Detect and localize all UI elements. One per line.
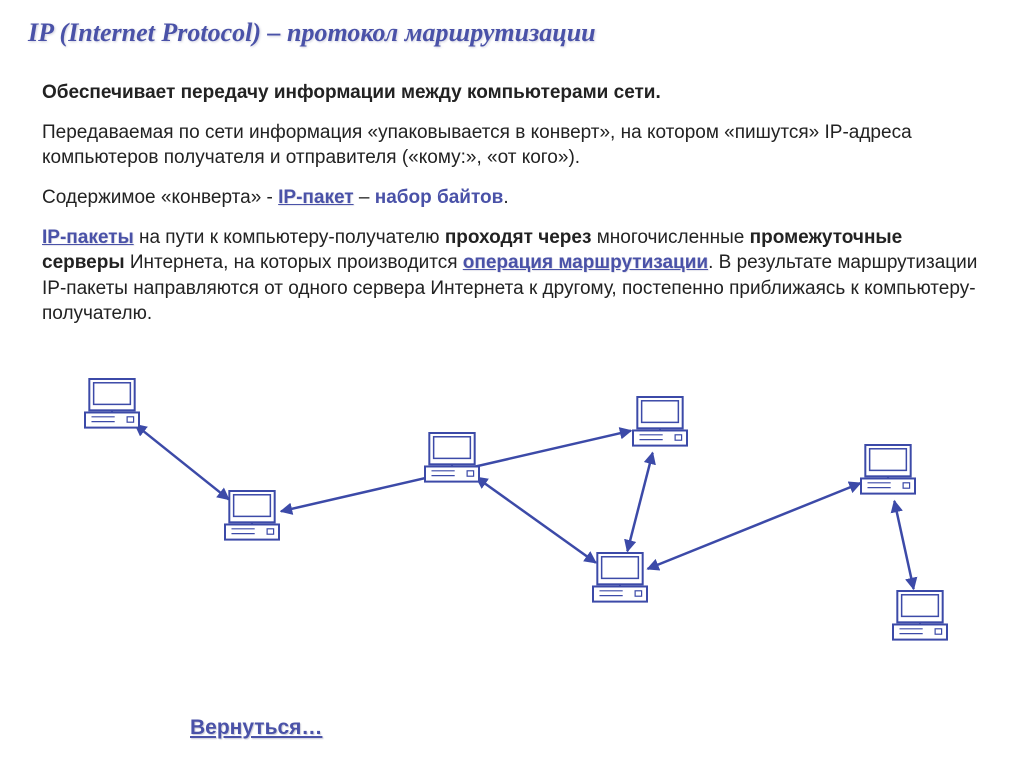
- p4-a: на пути к компьютеру-получателю: [134, 227, 445, 248]
- back-link[interactable]: Вернуться…: [190, 716, 322, 740]
- body-text: Обеспечивает передачу информации между к…: [42, 80, 982, 341]
- p4-c: многочисленные: [591, 227, 749, 248]
- term-ip-packet: IP-пакет: [278, 187, 353, 208]
- page-title: IP (Internet Protocol) – протокол маршру…: [28, 18, 596, 48]
- p3-end: .: [503, 187, 508, 208]
- network-diagram: [0, 370, 1024, 700]
- p4-e: Интернета, на которых производится: [125, 252, 463, 273]
- computer-icon: [85, 379, 139, 428]
- computer-icon: [893, 591, 947, 640]
- paragraph-2: Передаваемая по сети информация «упаковы…: [42, 120, 982, 171]
- p4-b: проходят через: [445, 227, 592, 248]
- paragraph-3: Содержимое «конверта» - IP-пакет – набор…: [42, 185, 982, 211]
- computer-icon: [425, 433, 479, 482]
- network-edge: [894, 501, 913, 589]
- network-edge: [648, 483, 861, 569]
- term-ip-packets: IP-пакеты: [42, 227, 134, 248]
- computer-icon: [633, 397, 687, 446]
- computer-icon: [593, 553, 647, 602]
- computer-icon: [861, 445, 915, 494]
- network-edge: [135, 425, 229, 500]
- network-edge: [476, 477, 596, 562]
- paragraph-4: IP-пакеты на пути к компьютеру-получател…: [42, 225, 982, 328]
- term-routing-op: операция маршрутизации: [463, 252, 708, 273]
- p3-highlight: набор байтов: [375, 187, 504, 208]
- network-edge: [627, 453, 652, 551]
- p3-post: –: [354, 187, 375, 208]
- computer-icon: [225, 491, 279, 540]
- paragraph-1: Обеспечивает передачу информации между к…: [42, 80, 982, 106]
- p3-pre: Содержимое «конверта» -: [42, 187, 278, 208]
